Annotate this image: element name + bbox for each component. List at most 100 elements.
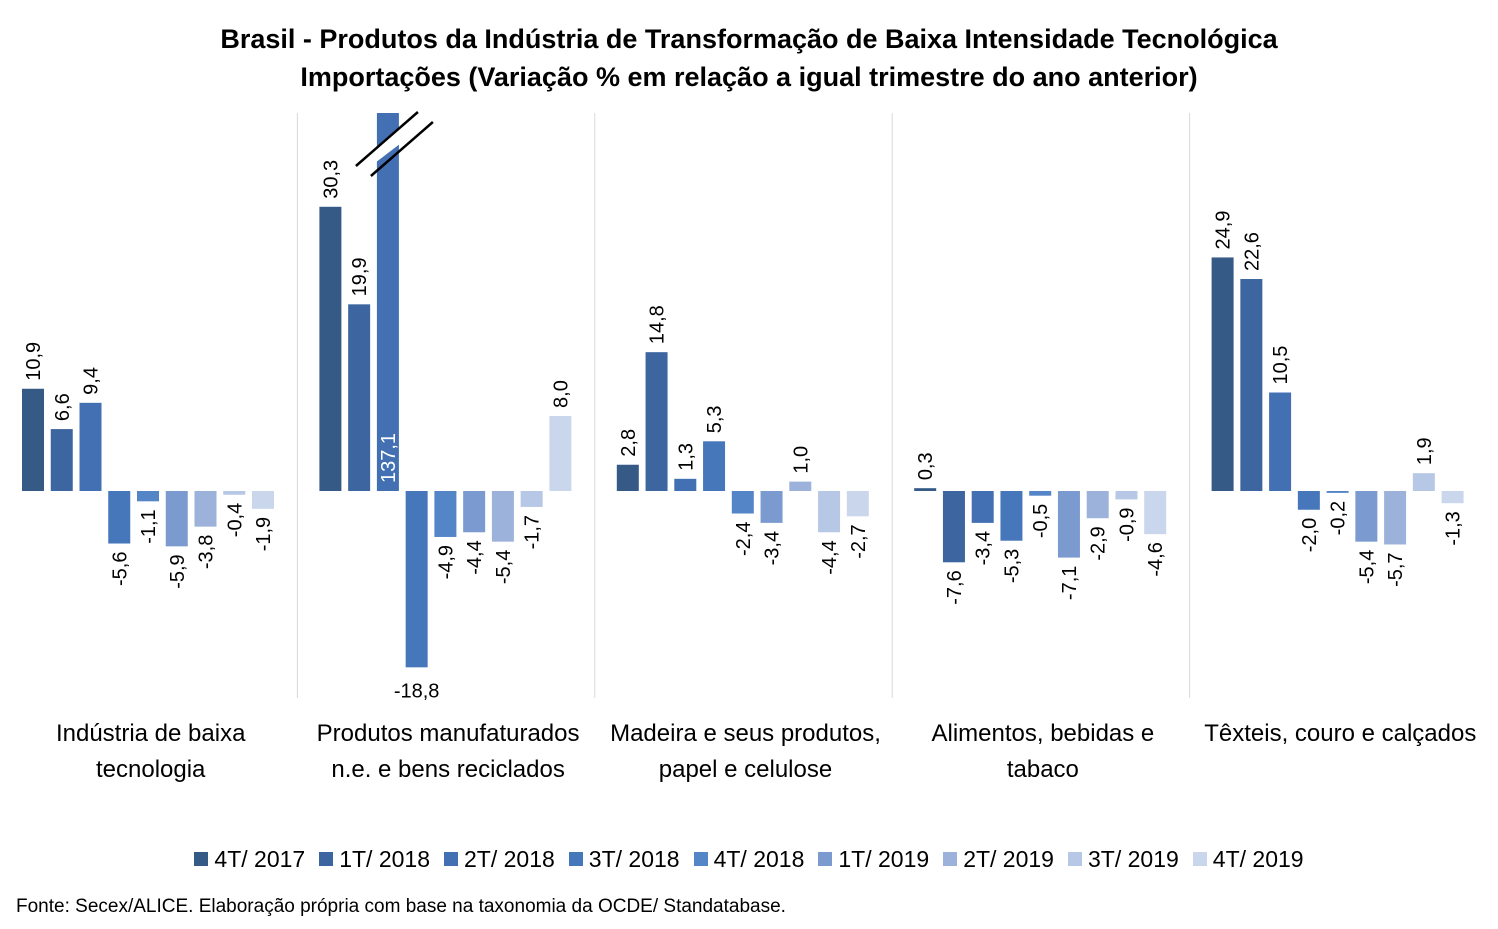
legend-swatch: [1067, 852, 1082, 866]
category-label: Têxteis, couro e calçados: [1204, 720, 1477, 747]
bar: [1000, 491, 1023, 541]
bar: [1086, 491, 1109, 519]
data-label: -2,9: [1088, 526, 1110, 560]
source-note: Fonte: Secex/ALICE. Elaboração própria c…: [16, 896, 786, 917]
bar: [463, 491, 486, 533]
bar: [1240, 279, 1263, 491]
category-label: Indústria de baixa tecnologia: [55, 720, 246, 783]
legend-swatch: [444, 852, 458, 866]
legend-item: 4T/ 2017: [194, 843, 305, 875]
data-label: 8,0: [550, 380, 572, 408]
bar: [549, 415, 572, 491]
data-label: 14,8: [647, 305, 669, 344]
legend-swatch: [1192, 852, 1207, 866]
chart-title-line-1: Brasil - Produtos da Indústria de Transf…: [220, 24, 1278, 54]
legend-label: 4T/ 2019: [1212, 846, 1304, 872]
legend-item: 1T/ 2018: [319, 843, 430, 875]
chart-title-line-2: Importações (Variação % em relação a igu…: [300, 62, 1198, 92]
legend-label: 2T/ 2019: [963, 846, 1054, 872]
bar: [376, 113, 399, 491]
data-label: -1,1: [138, 509, 160, 543]
data-label: -5,4: [493, 550, 515, 584]
bar: [731, 491, 754, 514]
data-label: -4,4: [819, 540, 841, 574]
data-label: -0,9: [1116, 507, 1138, 541]
data-label: 24,9: [1213, 211, 1235, 250]
legend-swatch: [319, 852, 334, 866]
data-label: -4,9: [435, 545, 457, 579]
bar: [252, 491, 274, 509]
data-label: 22,6: [1241, 232, 1263, 271]
data-label: 2,8: [618, 429, 640, 457]
data-label: 6,6: [52, 393, 74, 421]
legend-label: 1T/ 2019: [838, 846, 930, 872]
bar: [1412, 473, 1435, 491]
bar: [108, 491, 131, 544]
legend-swatch: [568, 852, 583, 866]
data-label: 19,9: [349, 257, 371, 296]
axis-break-mark: [355, 111, 419, 167]
legend-label: 1T/ 2018: [339, 846, 430, 872]
data-label: -5,7: [1385, 552, 1407, 586]
bar: [79, 402, 102, 491]
bar: [137, 491, 159, 502]
bar: [348, 304, 371, 491]
data-label: 5,3: [704, 405, 726, 433]
bar: [846, 491, 869, 517]
bar: [1384, 491, 1407, 545]
data-label: 0,3: [915, 452, 937, 480]
category-label: Produtos manufaturados n.e. e bens recic…: [316, 720, 580, 783]
legend-swatch: [194, 852, 209, 866]
legend-label: 2T/ 2018: [464, 846, 555, 872]
category-label: Madeira e seus produtos, papel e celulos…: [610, 720, 881, 783]
bar: [971, 491, 994, 523]
data-label: 1,3: [675, 443, 697, 471]
legend-label: 3T/ 2019: [1087, 846, 1179, 872]
legend-item: 1T/ 2019: [818, 843, 929, 875]
data-label: -1,3: [1443, 511, 1465, 545]
data-label: -3,8: [196, 535, 218, 569]
bar: [914, 488, 937, 491]
data-label: -1,7: [522, 515, 544, 549]
legend-item: 4T/ 2018: [693, 843, 804, 875]
data-label: 30,3: [320, 160, 342, 199]
data-label: -4,6: [1145, 542, 1167, 576]
data-label: 1,9: [1414, 437, 1436, 465]
bar: [1297, 491, 1320, 510]
legend-item: 2T/ 2018: [444, 843, 555, 875]
bar: [520, 491, 543, 507]
legend-item: 4T/ 2019: [1192, 843, 1304, 875]
bar: [50, 429, 73, 491]
data-label: -3,4: [762, 531, 784, 565]
category-label: Alimentos, bebidas e tabaco: [931, 720, 1155, 783]
data-label: -4,4: [464, 540, 486, 574]
data-label: -5,6: [109, 552, 131, 586]
data-label: 1,0: [790, 446, 812, 474]
bar: [789, 481, 812, 491]
legend-label: 3T/ 2018: [588, 846, 680, 872]
bar: [319, 206, 342, 491]
bar: [1057, 491, 1080, 558]
bar: [1144, 491, 1167, 535]
data-label: -5,9: [167, 554, 189, 588]
bar: [703, 441, 726, 491]
data-label: 137,1: [378, 433, 400, 483]
data-label: -1,9: [253, 517, 275, 551]
bar: [1029, 491, 1052, 496]
bar: [674, 478, 697, 491]
bar: [165, 491, 188, 547]
legend-swatch: [693, 852, 708, 866]
bar: [405, 491, 428, 668]
legend-label: 4T/ 2017: [214, 846, 306, 872]
data-label: -2,4: [733, 522, 755, 556]
bar: [194, 491, 217, 527]
bar: [942, 491, 965, 563]
bar: [645, 352, 668, 491]
bar: [1269, 392, 1292, 491]
data-label: -3,4: [973, 531, 995, 565]
bar: [434, 491, 457, 537]
data-label: -5,3: [1001, 549, 1023, 583]
data-label: -0,4: [224, 503, 246, 537]
bar: [1441, 491, 1464, 504]
data-label: -7,1: [1059, 566, 1081, 600]
